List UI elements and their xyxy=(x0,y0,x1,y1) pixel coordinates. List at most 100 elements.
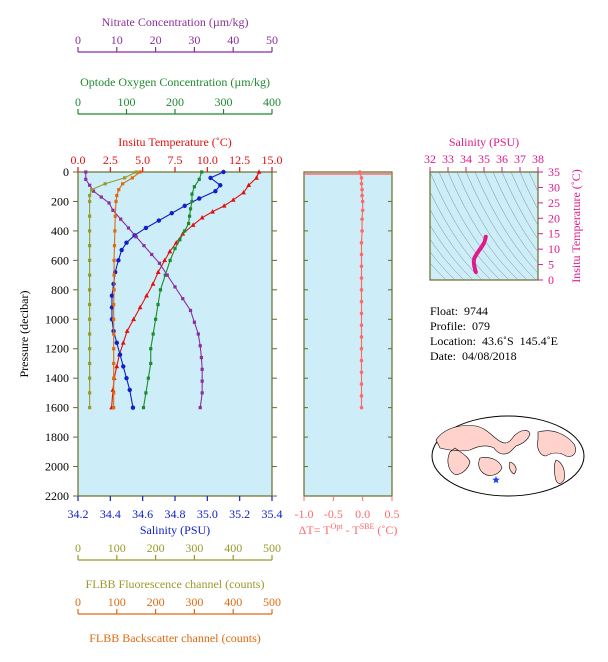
world-map xyxy=(431,415,585,497)
delta-t-point xyxy=(359,181,364,186)
oxygen-tick-label: 100 xyxy=(118,95,136,109)
salinity-point xyxy=(221,169,226,175)
pressure-tick-label: 400 xyxy=(51,224,69,238)
backscatter-tick-label: 200 xyxy=(147,595,165,609)
float-value: 9744 xyxy=(464,304,489,318)
salinity-point xyxy=(117,352,123,357)
nitrate-point xyxy=(88,183,92,187)
delta-t-point xyxy=(360,193,364,198)
nitrate-point xyxy=(134,235,138,239)
ts-x-tick-label: 34 xyxy=(460,152,472,166)
nitrate-point xyxy=(196,332,200,336)
density-contour xyxy=(474,172,538,274)
salinity-tick-label: 35.0 xyxy=(197,507,218,521)
ts-plot-background xyxy=(429,171,539,281)
oxygen-point xyxy=(197,177,201,181)
delta-t-point xyxy=(359,252,364,257)
nitrate-point xyxy=(107,201,111,205)
fluorescence-point xyxy=(88,199,92,204)
salinity-point xyxy=(119,247,124,253)
nitrate-point xyxy=(188,308,193,313)
backscatter-point xyxy=(117,188,121,192)
fluorescence-point xyxy=(88,406,92,410)
oxygen-point xyxy=(190,199,194,204)
ts-x-tick-label: 36 xyxy=(496,152,508,166)
backscatter-tick-label: 0 xyxy=(75,595,81,609)
backscatter-point xyxy=(113,214,117,218)
float-info-block: Float: 9744 Profile: 079 Location: 43.6˚… xyxy=(430,304,558,364)
delta-t-point xyxy=(359,358,364,363)
oxygen-point xyxy=(168,258,172,262)
delta-t-point xyxy=(359,240,364,245)
continents xyxy=(435,425,576,484)
temperature-point xyxy=(114,363,120,369)
salinity-tick-label: 34.6 xyxy=(132,507,153,521)
temperature-tick-label: 5.0 xyxy=(135,153,150,167)
oxygen-point xyxy=(158,288,163,292)
oxygen-point xyxy=(144,391,148,395)
backscatter-point xyxy=(112,258,116,262)
nitrate-point xyxy=(199,355,203,360)
temperature-tick-label: 15.0 xyxy=(262,153,283,167)
nitrate-point xyxy=(165,273,169,277)
nitrate-tick-label: 50 xyxy=(266,33,278,47)
temperature-point xyxy=(230,197,236,202)
backscatter-point xyxy=(113,229,117,233)
delta-t-tick-label: -1.0 xyxy=(295,507,314,521)
salinity-point xyxy=(124,375,129,381)
pressure-axis-label: Pressure (decibar) xyxy=(17,291,31,378)
fluorescence-point xyxy=(134,170,138,174)
backscatter-point xyxy=(112,361,116,366)
oxygen-point xyxy=(156,302,160,307)
fluorescence-point xyxy=(88,317,92,321)
backscatter-point xyxy=(138,170,142,174)
salinity-point xyxy=(169,211,174,216)
fluorescence-point xyxy=(88,288,92,292)
temperature-point xyxy=(167,248,173,254)
nitrate-point xyxy=(200,379,204,383)
oxygen-tick-label: 300 xyxy=(215,95,233,109)
oxygen-point xyxy=(187,214,192,218)
backscatter-point xyxy=(112,317,116,321)
salinity-tick-label: 34.8 xyxy=(165,507,186,521)
delta-t-point xyxy=(360,208,365,213)
backscatter-tick-label: 300 xyxy=(185,595,203,609)
temperature-tick-label: 12.5 xyxy=(229,153,250,167)
density-contour xyxy=(519,172,538,210)
backscatter-tick-label: 400 xyxy=(224,595,242,609)
backscatter-point xyxy=(112,288,116,292)
delta-t-point xyxy=(360,229,364,233)
delta-t-point xyxy=(360,217,364,221)
oxygen-tick-label: 200 xyxy=(166,95,184,109)
density-contour xyxy=(483,172,538,264)
fluorescence-point xyxy=(103,182,107,186)
pressure-tick-label: 1400 xyxy=(45,371,69,385)
ts-x-tick-label: 35 xyxy=(478,152,490,166)
oxygen-axis: Optode Oxygen Concentration (µm/kg) 0 100… xyxy=(75,75,281,115)
density-contour xyxy=(438,172,510,280)
temperature-point xyxy=(124,328,130,333)
temperature-point xyxy=(210,209,215,214)
pressure-tick-label: 2000 xyxy=(45,460,69,474)
fluorescence-point xyxy=(88,229,92,233)
nitrate-point xyxy=(91,189,96,193)
delta-t-point xyxy=(359,288,364,292)
temperature-tick-label: 10.0 xyxy=(197,153,218,167)
nitrate-point xyxy=(142,244,146,248)
ts-y-tick-label: 35 xyxy=(548,165,560,179)
fluorescence-point xyxy=(89,188,94,192)
nitrate-tick-label: 20 xyxy=(150,33,162,47)
oxygen-point xyxy=(151,332,155,336)
delta-t-point xyxy=(357,170,362,174)
oxygen-tick-label: 0 xyxy=(75,95,81,109)
pressure-tick-label: 800 xyxy=(51,283,69,297)
fluorescence-tick-label: 0 xyxy=(75,541,81,555)
oxygen-point xyxy=(183,229,187,233)
delta-t-point xyxy=(359,264,364,269)
delta-t-point xyxy=(359,335,364,339)
density-contour xyxy=(430,238,465,280)
nitrate-point xyxy=(198,406,202,410)
oxygen-point xyxy=(192,185,196,189)
density-contour xyxy=(430,191,492,280)
ts-x-tick-label: 32 xyxy=(424,152,436,166)
